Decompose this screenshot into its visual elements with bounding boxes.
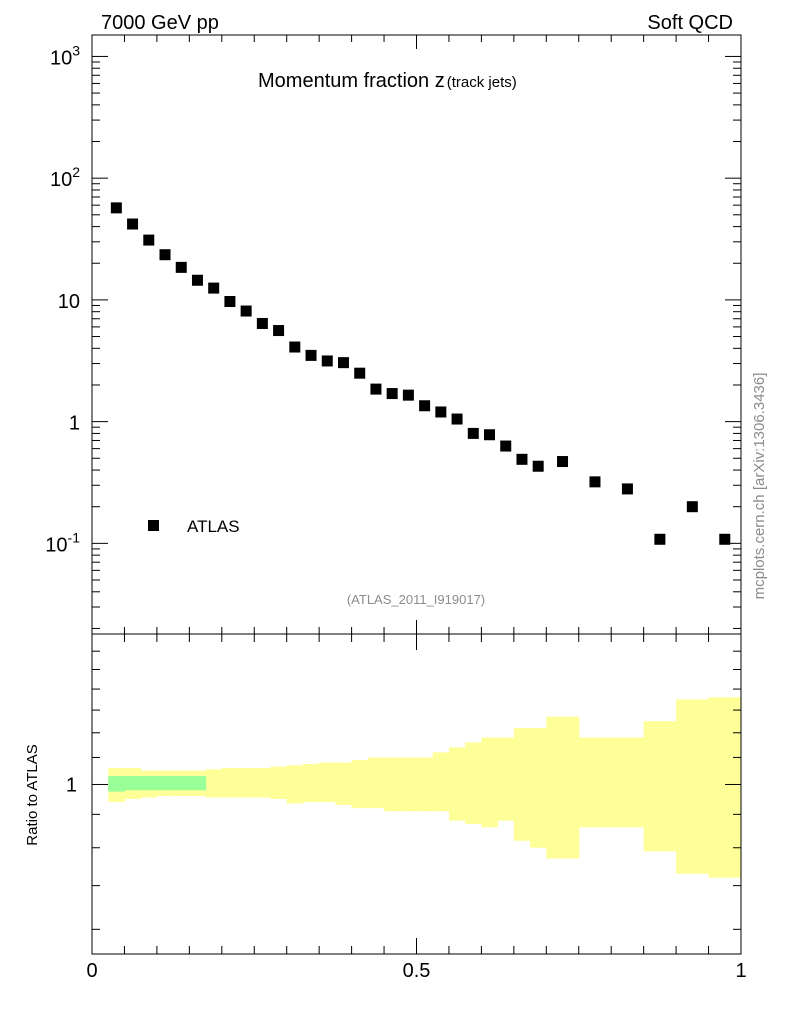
legend: ATLAS (148, 517, 240, 536)
total-uncertainty-band (254, 767, 271, 798)
total-uncertainty-band (497, 737, 515, 821)
main-marks (110, 202, 731, 545)
data-point (337, 357, 349, 369)
data-point (451, 413, 463, 425)
data-point (127, 218, 139, 230)
data-point (321, 355, 333, 367)
total-uncertainty-band (319, 762, 336, 803)
chart-title-main: Momentum fraction z (258, 70, 445, 92)
data-point (719, 533, 731, 545)
total-uncertainty-band (416, 757, 434, 812)
total-uncertainty-band (221, 767, 239, 798)
total-uncertainty-band (335, 762, 353, 806)
total-uncertainty-band (708, 697, 742, 878)
data-point (686, 501, 698, 513)
header-left-label: 7000 GeV pp (101, 12, 219, 34)
data-point (191, 274, 203, 286)
data-point (240, 305, 252, 317)
chart-title-sub: (track jets) (447, 74, 517, 91)
ratio-plot: 1 0 0.5 1 Ratio to ATLAS (24, 633, 747, 982)
total-uncertainty-band (643, 721, 677, 852)
data-point (289, 341, 301, 353)
x-tick-label: 0 (86, 960, 97, 982)
total-uncertainty-band (611, 737, 645, 828)
ratio-bands (108, 697, 742, 878)
main-plot: 10-1 1 10 102 103 Momentum fraction z (track … (45, 34, 742, 635)
data-point (654, 533, 666, 545)
data-point (386, 388, 398, 400)
stat-uncertainty-band (108, 776, 125, 792)
total-uncertainty-band (432, 752, 450, 812)
data-point (557, 456, 569, 468)
total-uncertainty-band (270, 766, 288, 800)
total-uncertainty-band (302, 763, 320, 803)
data-point (484, 429, 496, 441)
main-plot-frame (91, 34, 742, 635)
y-tick-label: 103 (50, 42, 80, 69)
total-uncertainty-band (546, 716, 580, 859)
y-tick-label: 10 (58, 291, 80, 313)
ratio-ticks (91, 634, 742, 954)
y-tick-label: 10-1 (45, 529, 80, 556)
data-point (110, 202, 122, 214)
main-ticks (91, 35, 742, 634)
total-uncertainty-band (351, 760, 369, 809)
legend-label-atlas: ATLAS (187, 517, 240, 536)
ratio-y-tick-label: 1 (66, 774, 77, 796)
data-point (467, 427, 479, 439)
total-uncertainty-band (676, 699, 710, 874)
data-point (305, 349, 317, 361)
data-point (256, 317, 268, 329)
total-uncertainty-band (286, 765, 304, 804)
stat-uncertainty-band (189, 776, 207, 791)
data-point (354, 367, 366, 379)
data-point (175, 261, 187, 273)
stat-uncertainty-band (173, 776, 190, 791)
data-point (419, 400, 431, 412)
data-point (143, 234, 155, 246)
header-right-label: Soft QCD (647, 12, 733, 34)
total-uncertainty-band (384, 757, 401, 812)
main-y-tick-labels: 10-1 1 10 102 103 (45, 42, 80, 556)
total-uncertainty-band (513, 728, 531, 841)
ratio-y-tick-labels: 1 (66, 774, 77, 796)
stat-uncertainty-band (140, 776, 158, 791)
total-uncertainty-band (578, 737, 612, 828)
chart-title: Momentum fraction z (track jets) (258, 70, 517, 92)
legend-marker-atlas (148, 520, 159, 531)
data-point (532, 460, 544, 472)
data-point (589, 476, 601, 488)
total-uncertainty-band (465, 742, 482, 824)
data-point (516, 453, 528, 465)
total-uncertainty-band (530, 728, 547, 848)
data-point (273, 325, 285, 337)
x-tick-label: 0.5 (403, 960, 431, 982)
stat-uncertainty-band (124, 776, 142, 791)
total-uncertainty-band (367, 757, 385, 809)
stat-uncertainty-band (156, 776, 174, 791)
total-uncertainty-band (238, 767, 255, 798)
data-point (500, 440, 512, 452)
total-uncertainty-band (205, 769, 223, 798)
data-point (224, 296, 236, 308)
data-point (208, 282, 220, 294)
side-url-label: mcplots.cern.ch [arXiv:1306.3436] (751, 373, 768, 600)
total-uncertainty-band (448, 747, 466, 821)
data-point (621, 483, 633, 495)
ratio-y-axis-label: Ratio to ATLAS (24, 744, 41, 845)
data-point (402, 389, 414, 401)
x-tick-labels: 0 0.5 1 (86, 960, 746, 982)
y-tick-label: 102 (50, 164, 80, 191)
total-uncertainty-band (481, 737, 499, 828)
y-tick-label: 1 (69, 413, 80, 435)
analysis-id-label: (ATLAS_2011_I919017) (347, 592, 485, 607)
data-point (370, 383, 382, 395)
data-point (159, 249, 171, 261)
total-uncertainty-band (400, 757, 417, 812)
x-tick-label: 1 (735, 960, 746, 982)
data-point (435, 406, 447, 418)
